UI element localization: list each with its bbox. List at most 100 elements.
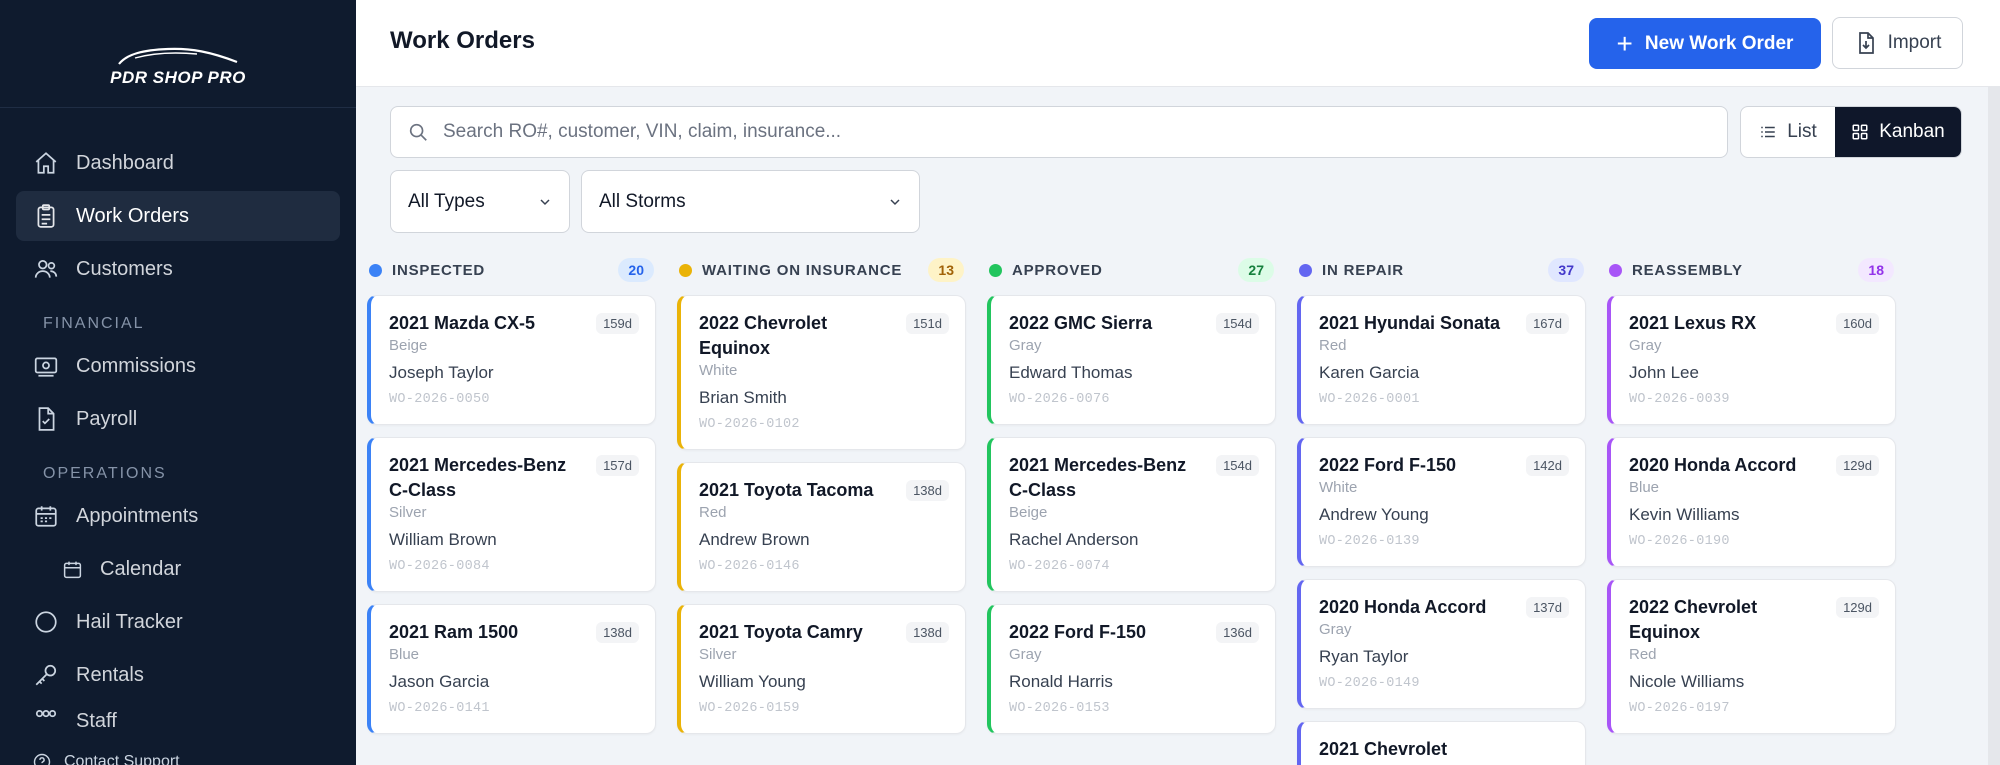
card-header: 2022 GMC Sierra 154d — [1009, 311, 1259, 336]
status-dot-icon — [1299, 263, 1312, 277]
sidebar-item-payroll[interactable]: Payroll — [16, 394, 340, 444]
chevron-down-icon — [887, 194, 903, 210]
sidebar-item-appointments[interactable]: Appointments — [16, 491, 340, 541]
work-order-card[interactable]: 2020 Honda Accord 129d Blue Kevin Williams W… — [1607, 437, 1896, 567]
work-order-card[interactable]: 2021 Hyundai Sonata 167d Red Karen Garcia WO… — [1297, 295, 1586, 425]
customer-name: William Young — [699, 672, 806, 691]
customer-name: Ronald Harris — [1009, 672, 1113, 691]
contact-support-link[interactable]: Contact Support — [32, 752, 180, 765]
vehicle-title: 2021 Hyundai Sonata — [1319, 313, 1501, 333]
home-icon — [32, 149, 60, 177]
vehicle-title: 2021 Mazda CX-5 — [389, 313, 536, 333]
customer-name: Brian Smith — [699, 388, 787, 407]
work-order-card[interactable]: 2021 Mercedes-Benz C-Class 154d Beige Rache… — [987, 437, 1276, 592]
vehicle-color: Gray — [1319, 621, 1352, 638]
work-order-card[interactable]: 2021 Mercedes-Benz C-Class 157d Silver Will… — [367, 437, 656, 592]
column-count-badge: 13 — [928, 258, 964, 282]
vehicle-title: 2021 Chevrolet — [1319, 739, 1448, 759]
work-order-card[interactable]: 2022 Chevrolet Equinox 129d Red Nicole Will… — [1607, 579, 1896, 734]
work-order-card[interactable]: 2021 Ram 1500 138d Blue Jason Garcia WO-2026… — [367, 604, 656, 734]
work-order-number: WO-2026-0050 — [389, 392, 490, 407]
sidebar-item-rentals[interactable]: Rentals — [16, 650, 340, 700]
column-title: REASSEMBLY — [1632, 261, 1743, 279]
list-view-button[interactable]: List — [1741, 107, 1835, 157]
new-work-order-label: New Work Order — [1644, 32, 1794, 54]
sidebar-item-work-orders[interactable]: Work Orders — [16, 191, 340, 241]
vehicle-color: White — [699, 362, 738, 379]
sidebar-item-customers[interactable]: Customers — [16, 244, 340, 294]
vehicle-color: Blue — [1629, 479, 1660, 496]
vehicle-title: 2021 Lexus RX — [1629, 313, 1757, 333]
storm-filter-select[interactable]: All Storms — [581, 170, 920, 233]
sidebar-item-commissions[interactable]: Commissions — [16, 341, 340, 391]
card-header: 2022 Chevrolet Equinox 129d — [1629, 595, 1879, 645]
sidebar-item-hail-tracker[interactable]: Hail Tracker — [16, 597, 340, 647]
work-order-card[interactable]: 2021 Toyota Camry 138d Silver William Young… — [677, 604, 966, 734]
customer-name: Andrew Brown — [699, 530, 810, 549]
customer-name: Joseph Taylor — [389, 363, 494, 382]
work-order-number: WO-2026-0146 — [699, 559, 800, 574]
sidebar-nav: Dashboard Work Orders Customers FINANCIA… — [0, 108, 356, 733]
vehicle-title: 2022 Ford F-150 — [1319, 455, 1457, 475]
age-badge: 129d — [1836, 597, 1879, 618]
import-file-icon — [1854, 30, 1878, 56]
vehicle-title: 2021 Ram 1500 — [389, 622, 519, 642]
sidebar-item-label: Hail Tracker — [76, 610, 183, 633]
sidebar-item-dashboard[interactable]: Dashboard — [16, 138, 340, 188]
customer-name: William Brown — [389, 530, 497, 549]
vehicle-title: 2021 Mercedes-Benz C-Class — [389, 455, 567, 500]
sidebar-item-label: Rentals — [76, 663, 144, 686]
section-label-operations: OPERATIONS — [43, 465, 167, 482]
age-badge: 167d — [1526, 313, 1569, 334]
vehicle-color: Silver — [699, 646, 737, 663]
column-count-badge: 18 — [1858, 258, 1894, 282]
column-header: APPROVED 27 — [987, 245, 1276, 295]
vehicle-color: Beige — [1009, 504, 1048, 521]
view-toggle: List Kanban — [1740, 106, 1962, 158]
work-order-number: WO-2026-0139 — [1319, 534, 1420, 549]
import-button[interactable]: Import — [1832, 17, 1963, 69]
work-order-number: WO-2026-0197 — [1629, 701, 1730, 716]
sidebar-item-label: Payroll — [76, 407, 138, 430]
column-header: IN REPAIR 37 — [1297, 245, 1586, 295]
grid-icon — [1851, 123, 1869, 141]
work-order-card[interactable]: 2021 Mazda CX-5 159d Beige Joseph Taylor WO-… — [367, 295, 656, 425]
plus-icon: + — [1616, 27, 1633, 59]
age-badge: 129d — [1836, 455, 1879, 476]
sidebar-item-calendar[interactable]: Calendar — [16, 544, 340, 594]
sidebar-item-label: Work Orders — [76, 204, 189, 227]
customer-name: Kevin Williams — [1629, 505, 1740, 524]
work-order-card[interactable]: 2021 Lexus RX 160d Gray John Lee WO-2026-003… — [1607, 295, 1896, 425]
type-filter-select[interactable]: All Types — [390, 170, 570, 233]
page-title: Work Orders — [390, 27, 535, 54]
search-input[interactable] — [443, 121, 1631, 143]
sidebar: PDR SHOP PRO Dashboard Work Orders Custo… — [0, 0, 356, 765]
new-work-order-button[interactable]: + New Work Order — [1589, 18, 1821, 69]
sidebar-item-staff[interactable]: Staff — [16, 703, 340, 733]
work-order-card[interactable]: 2022 GMC Sierra 154d Gray Edward Thomas WO-2… — [987, 295, 1276, 425]
sidebar-item-label: Calendar — [100, 557, 182, 580]
page-scrollbar[interactable] — [1988, 87, 2000, 765]
work-order-card[interactable]: 2020 Honda Accord 137d Gray Ryan Taylor WO-2… — [1297, 579, 1586, 709]
brand-logo[interactable]: PDR SHOP PRO — [110, 44, 246, 88]
kanban-column: APPROVED 27 2022 GMC Sierra 154d Gray Edward … — [987, 245, 1276, 765]
column-count-badge: 37 — [1548, 258, 1584, 282]
work-order-card[interactable]: 2021 Chevrolet — [1297, 721, 1586, 765]
column-title: INSPECTED — [392, 261, 486, 279]
work-order-card[interactable]: 2022 Chevrolet Equinox 151d White Brian Smi… — [677, 295, 966, 450]
clipboard-icon — [32, 202, 60, 230]
work-order-number: WO-2026-0076 — [1009, 392, 1110, 407]
card-header: 2021 Chevrolet — [1319, 737, 1569, 762]
work-order-card[interactable]: 2022 Ford F-150 142d White Andrew Young WO-2… — [1297, 437, 1586, 567]
circle-icon — [32, 608, 60, 636]
work-order-card[interactable]: 2021 Toyota Tacoma 138d Red Andrew Brown WO-… — [677, 462, 966, 592]
customer-name: John Lee — [1629, 363, 1699, 382]
column-title: IN REPAIR — [1322, 261, 1404, 279]
search-bar — [390, 106, 1728, 158]
kanban-view-button[interactable]: Kanban — [1835, 107, 1961, 157]
card-header: 2022 Ford F-150 136d — [1009, 620, 1259, 645]
work-order-card[interactable]: 2022 Ford F-150 136d Gray Ronald Harris WO-2… — [987, 604, 1276, 734]
card-header: 2021 Mercedes-Benz C-Class 157d — [389, 453, 639, 503]
key-icon — [32, 661, 60, 689]
contact-support-label: Contact Support — [64, 753, 180, 765]
